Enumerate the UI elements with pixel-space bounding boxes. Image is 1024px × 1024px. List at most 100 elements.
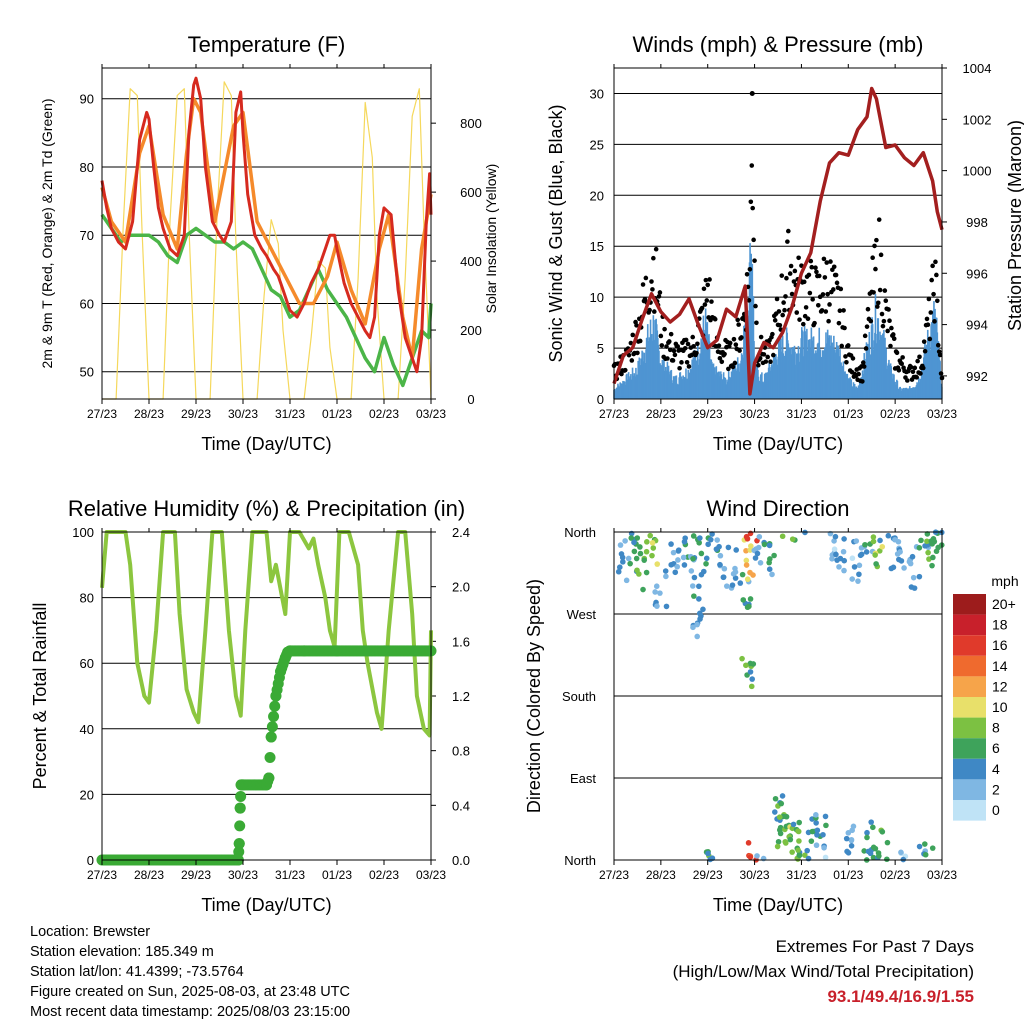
gust-dot <box>732 360 738 366</box>
direction-dot <box>789 536 796 542</box>
gust-dot <box>763 359 769 364</box>
gust-dot <box>640 282 646 287</box>
direction-dot <box>776 814 783 820</box>
gust-dot <box>905 378 910 383</box>
y-axis-label-w: Sonic Wind & Gust (Blue, Black) <box>546 104 566 362</box>
x-tick-label-1-6: 02/23 <box>880 407 910 421</box>
gust-dot <box>774 296 780 302</box>
chart-title-0: Temperature (F) <box>188 32 346 57</box>
gust-dot <box>933 259 938 265</box>
direction-dot <box>892 536 898 543</box>
direction-dot <box>640 586 646 593</box>
gust-dot <box>842 325 847 331</box>
gust-dot <box>765 354 770 360</box>
direction-dot <box>739 571 746 578</box>
direction-dot <box>620 559 626 565</box>
legend-label-10: 0 <box>992 802 1000 818</box>
direction-dot <box>787 836 794 843</box>
y-tick-label-w-5: 25 <box>590 137 604 152</box>
gust-dot <box>691 343 696 349</box>
direction-dot <box>747 660 754 667</box>
x-tick-label-3-4: 31/23 <box>786 868 816 882</box>
direction-dot <box>829 555 835 562</box>
gust-dot <box>850 356 856 361</box>
y-axis-label-rh: Percent & Total Rainfall <box>30 603 50 790</box>
direction-dot <box>766 566 773 572</box>
gust-dot <box>917 354 922 360</box>
x-tick-label-0-2: 29/23 <box>181 407 211 421</box>
direction-dot <box>740 597 747 603</box>
precip-dot <box>233 838 245 850</box>
direction-dot <box>918 537 924 544</box>
gust-dot <box>634 323 639 328</box>
legend-swatch-10 <box>953 800 986 821</box>
y-axis-label-t: 2m & 9m T (Red, Orange) & 2m Td (Green) <box>39 99 55 369</box>
direction-dot <box>733 547 740 553</box>
gust-dot <box>865 306 871 312</box>
gust-dot <box>931 291 936 297</box>
gust-dot <box>629 358 635 363</box>
gust-dot <box>707 277 712 282</box>
y2-tick-label-w-6: 1004 <box>963 61 992 76</box>
direction-dot <box>870 534 877 540</box>
y2-tick-label-w-3: 998 <box>966 215 988 230</box>
gust-dot <box>684 359 690 365</box>
direction-dot <box>885 532 892 539</box>
gust-dot <box>925 322 931 327</box>
gust-dot <box>779 273 785 278</box>
direction-dot <box>777 824 784 831</box>
y2-tick-label-rh-6: 2.4 <box>452 525 470 540</box>
gust-dot <box>876 217 882 222</box>
legend-label-7: 6 <box>992 740 1000 756</box>
x-tick-label-3-3: 30/23 <box>740 868 770 882</box>
direction-dot <box>841 567 847 574</box>
series-temp-2m <box>100 76 433 374</box>
direction-dot <box>924 531 931 537</box>
direction-dot <box>721 565 728 572</box>
direction-dot <box>888 565 895 572</box>
direction-dot <box>754 853 760 859</box>
direction-dot <box>756 533 763 540</box>
gust-dot <box>792 268 798 274</box>
gust-dot <box>649 279 654 284</box>
gust-dot <box>704 298 710 303</box>
precip-dot <box>233 846 245 858</box>
direction-dot <box>752 555 759 561</box>
direction-dot <box>622 538 628 544</box>
gust-dot <box>736 322 741 327</box>
gust-dot <box>918 371 923 376</box>
direction-dot <box>837 555 844 562</box>
direction-dot <box>851 564 858 570</box>
y2-tick-label-rh-2: 0.8 <box>452 744 470 759</box>
direction-dot <box>796 852 803 859</box>
gust-dot <box>896 368 902 373</box>
y2-tick-label-w-2: 996 <box>966 266 988 281</box>
gust-dot <box>752 258 757 263</box>
direction-dot <box>848 836 855 843</box>
direction-dot <box>901 565 907 571</box>
gust-dot <box>796 255 801 261</box>
gust-dot <box>789 291 795 297</box>
gust-dot <box>722 351 727 357</box>
direction-dot <box>877 537 883 544</box>
gust-dot <box>768 359 773 365</box>
gust-dot <box>628 340 634 346</box>
gust-dot <box>813 265 818 271</box>
direction-dot <box>691 593 697 599</box>
wind-speed-bars <box>613 243 943 399</box>
gust-dot <box>735 317 741 323</box>
gust-dot <box>877 287 883 293</box>
gust-dot <box>821 256 827 262</box>
gust-dot <box>874 237 879 243</box>
gust-dot <box>671 348 677 354</box>
y2-tick-label-t-0: 0 <box>467 392 474 407</box>
direction-dot <box>654 561 661 567</box>
series-pressure <box>612 86 944 396</box>
gust-dot <box>716 343 722 348</box>
direction-dot <box>870 538 877 545</box>
direction-dot <box>680 554 687 561</box>
gust-dot <box>791 279 797 284</box>
gust-dot <box>810 297 815 302</box>
direction-dot <box>808 838 815 844</box>
direction-dot <box>836 564 842 570</box>
